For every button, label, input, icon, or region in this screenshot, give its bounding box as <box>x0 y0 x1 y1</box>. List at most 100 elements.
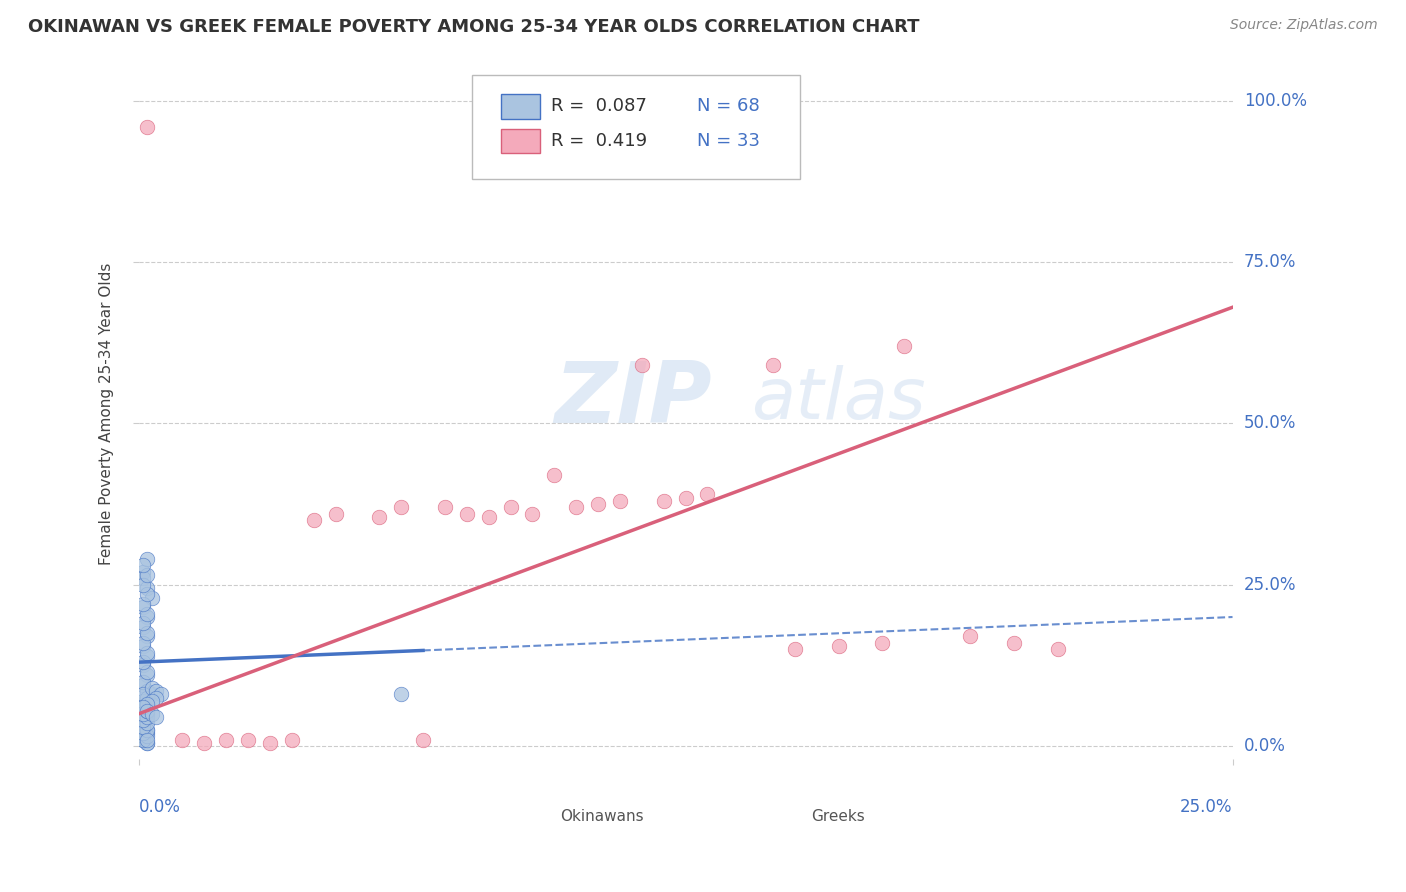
Point <box>136 704 159 718</box>
Point <box>132 730 155 744</box>
Point <box>696 487 718 501</box>
Y-axis label: Female Poverty Among 25-34 Year Olds: Female Poverty Among 25-34 Year Olds <box>100 262 114 565</box>
Text: Source: ZipAtlas.com: Source: ZipAtlas.com <box>1230 18 1378 32</box>
Point <box>132 732 155 747</box>
Point <box>522 507 544 521</box>
Point <box>136 581 159 595</box>
Point <box>136 629 159 643</box>
Point <box>141 706 163 721</box>
Point <box>959 629 981 643</box>
FancyBboxPatch shape <box>770 806 803 826</box>
Point <box>389 500 412 515</box>
Text: R =  0.087: R = 0.087 <box>551 97 647 115</box>
Point <box>136 726 159 740</box>
Text: R =  0.419: R = 0.419 <box>551 132 647 150</box>
Point <box>132 694 155 708</box>
Point <box>132 694 155 708</box>
Point <box>136 690 159 705</box>
Point <box>149 688 172 702</box>
Point <box>259 736 281 750</box>
Point <box>132 600 155 615</box>
Text: ZIP: ZIP <box>554 359 711 442</box>
Point <box>136 665 159 679</box>
Text: atlas: atlas <box>751 366 927 434</box>
Point <box>132 697 155 711</box>
Point <box>136 730 159 744</box>
Point <box>136 736 159 750</box>
Point <box>141 688 163 702</box>
Point <box>132 678 155 692</box>
Point <box>1002 636 1025 650</box>
Point <box>675 491 697 505</box>
Point <box>132 700 155 714</box>
Point <box>136 736 159 750</box>
Point <box>145 690 167 705</box>
Point <box>132 732 155 747</box>
FancyBboxPatch shape <box>519 806 551 826</box>
Point <box>136 697 159 711</box>
Text: Okinawans: Okinawans <box>560 809 644 824</box>
FancyBboxPatch shape <box>501 94 540 119</box>
Text: 75.0%: 75.0% <box>1244 253 1296 271</box>
Point <box>478 510 501 524</box>
Text: OKINAWAN VS GREEK FEMALE POVERTY AMONG 25-34 YEAR OLDS CORRELATION CHART: OKINAWAN VS GREEK FEMALE POVERTY AMONG 2… <box>28 18 920 36</box>
Point <box>136 568 159 582</box>
Point <box>586 497 609 511</box>
Point <box>132 713 155 727</box>
Point <box>136 710 159 724</box>
Point <box>136 723 159 737</box>
FancyBboxPatch shape <box>501 128 540 153</box>
Point <box>136 610 159 624</box>
Point <box>145 684 167 698</box>
Point <box>543 468 565 483</box>
Point <box>136 697 159 711</box>
Point <box>132 716 155 731</box>
Point <box>136 607 159 621</box>
Point <box>172 732 194 747</box>
Point <box>499 500 522 515</box>
Text: 0.0%: 0.0% <box>139 797 180 816</box>
Point <box>136 552 159 566</box>
Point <box>136 732 159 747</box>
Point <box>136 706 159 721</box>
Text: Greeks: Greeks <box>811 809 865 824</box>
Point <box>652 494 675 508</box>
Point <box>132 597 155 611</box>
Point <box>132 558 155 573</box>
Point <box>132 565 155 579</box>
Point <box>828 639 851 653</box>
Point <box>132 655 155 669</box>
Text: 0.0%: 0.0% <box>1244 737 1285 755</box>
Point <box>893 339 915 353</box>
Point <box>132 658 155 673</box>
Point <box>325 507 347 521</box>
FancyBboxPatch shape <box>472 76 800 179</box>
Point <box>132 726 155 740</box>
Point <box>762 359 785 373</box>
Point <box>141 681 163 695</box>
Point <box>136 587 159 601</box>
Point <box>132 636 155 650</box>
Text: N = 33: N = 33 <box>696 132 759 150</box>
Point <box>872 636 894 650</box>
Point <box>456 507 478 521</box>
Point <box>132 616 155 631</box>
Point <box>136 716 159 731</box>
Point <box>433 500 456 515</box>
Point <box>141 591 163 605</box>
Point <box>145 710 167 724</box>
Point <box>631 359 654 373</box>
Point <box>136 626 159 640</box>
Point <box>132 688 155 702</box>
Point <box>236 732 259 747</box>
Point <box>302 513 325 527</box>
Point <box>132 620 155 634</box>
Point <box>141 694 163 708</box>
Point <box>412 732 434 747</box>
Text: 25.0%: 25.0% <box>1180 797 1233 816</box>
Point <box>136 648 159 663</box>
Point <box>281 732 304 747</box>
Point <box>136 668 159 682</box>
Point <box>132 700 155 714</box>
Text: N = 68: N = 68 <box>696 97 759 115</box>
